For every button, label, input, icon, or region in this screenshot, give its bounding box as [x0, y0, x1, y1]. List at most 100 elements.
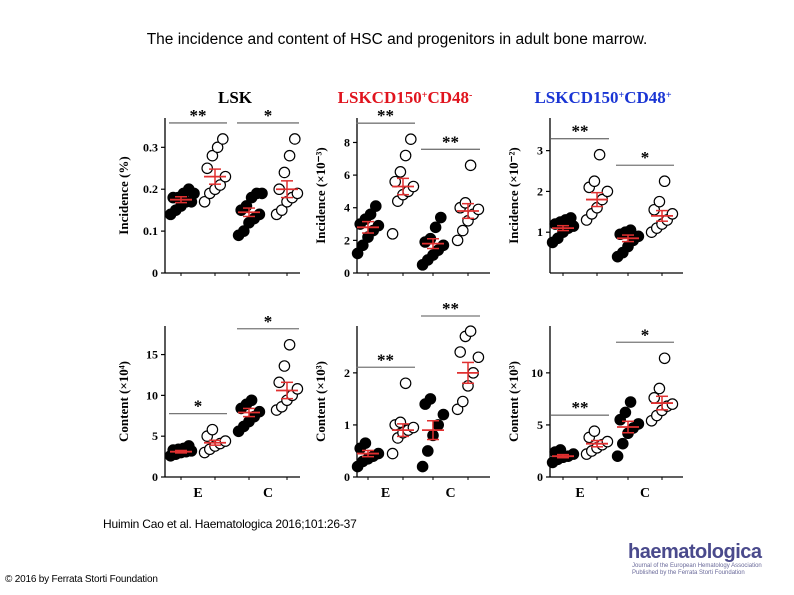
y-tick-label: 3 — [537, 144, 543, 158]
data-point — [666, 208, 679, 220]
data-point — [211, 141, 224, 154]
data-point — [407, 421, 420, 434]
y-axis-label: Content (×10³) — [313, 361, 328, 442]
data-point — [619, 406, 632, 419]
x-category-label: E — [193, 486, 202, 501]
data-point — [188, 187, 200, 200]
y-tick-label: 0 — [537, 470, 543, 484]
data-point — [291, 383, 304, 395]
y-tick-label: 1 — [344, 418, 350, 432]
significance-label: * — [641, 325, 650, 344]
data-point — [456, 224, 469, 237]
data-point — [356, 239, 369, 252]
data-point — [245, 394, 258, 407]
y-axis-label: Incidence (%) — [116, 156, 131, 234]
y-tick-label: 0.3 — [143, 140, 158, 154]
data-point — [201, 162, 213, 175]
significance-label: * — [264, 312, 273, 331]
data-point — [437, 239, 450, 252]
data-point — [616, 437, 629, 450]
y-axis-label: Content (×10⁴) — [116, 361, 131, 442]
x-category-label: E — [575, 486, 584, 501]
data-point — [459, 197, 472, 209]
data-point — [369, 200, 382, 212]
y-tick-label: 8 — [344, 135, 350, 149]
data-point — [359, 437, 372, 449]
data-point — [217, 133, 229, 145]
y-axis-label: Incidence (×10⁻³) — [313, 147, 328, 244]
data-point — [372, 219, 385, 232]
data-point — [253, 208, 266, 221]
y-tick-label: 10 — [146, 388, 158, 402]
y-tick-label: 0 — [344, 266, 350, 280]
y-tick-label: 1 — [537, 225, 543, 239]
data-point — [648, 392, 660, 404]
data-point — [588, 425, 601, 437]
data-point — [183, 440, 195, 452]
data-point — [219, 435, 232, 447]
data-point — [278, 360, 291, 372]
data-point — [416, 460, 429, 473]
data-point — [399, 149, 412, 162]
y-tick-label: 5 — [537, 418, 543, 432]
column-title-lsk: LSK — [218, 88, 253, 107]
data-point — [394, 166, 407, 178]
data-point — [451, 403, 464, 416]
significance-label: ** — [572, 122, 589, 141]
data-point — [198, 195, 211, 208]
column-title-slam-neg: LSKCD150+CD48- — [338, 88, 473, 107]
data-point — [611, 450, 624, 462]
data-point — [399, 377, 412, 390]
data-point — [451, 234, 464, 247]
data-point — [658, 352, 671, 365]
data-point — [588, 175, 601, 188]
citation: Huimin Cao et al. Haematologica 2016;101… — [103, 517, 357, 531]
y-axis-label: Incidence (×10⁻²) — [506, 147, 521, 244]
data-point — [624, 396, 637, 408]
data-point — [275, 204, 288, 216]
copyright: © 2016 by Ferrata Storti Foundation — [5, 574, 158, 585]
data-point — [386, 228, 399, 240]
y-tick-label: 2 — [344, 366, 350, 380]
y-axis-label: Content (×10³) — [506, 361, 521, 442]
y-tick-label: 6 — [344, 168, 350, 182]
x-category-label: C — [640, 486, 650, 501]
y-tick-label: 2 — [537, 184, 543, 198]
significance-label: ** — [442, 299, 459, 318]
data-point — [653, 382, 666, 395]
data-point — [437, 408, 450, 421]
data-point — [464, 325, 477, 338]
y-tick-label: 5 — [152, 429, 158, 443]
significance-label: * — [194, 397, 203, 416]
slide-title: The incidence and content of HSC and pro… — [146, 31, 648, 48]
y-tick-label: 10 — [531, 366, 543, 380]
significance-label: ** — [377, 350, 394, 369]
data-point — [554, 444, 567, 456]
data-point — [653, 195, 666, 208]
data-point — [214, 179, 226, 191]
data-point — [283, 338, 296, 351]
data-point — [564, 212, 577, 224]
data-point — [404, 133, 417, 146]
data-point — [394, 416, 407, 429]
significance-label: * — [641, 148, 650, 167]
significance-label: ** — [190, 106, 207, 125]
data-point — [364, 208, 377, 221]
x-category-label: C — [445, 486, 455, 501]
data-point — [429, 221, 442, 234]
data-point — [472, 203, 485, 216]
data-point — [288, 133, 301, 145]
data-point — [567, 448, 580, 460]
data-point — [434, 211, 447, 224]
y-tick-label: 0 — [344, 470, 350, 484]
data-point — [278, 166, 291, 179]
data-point — [351, 247, 364, 260]
journal-tagline: Journal of the European Hematology Assoc… — [632, 563, 762, 576]
data-point — [206, 423, 219, 436]
x-category-label: C — [263, 486, 273, 501]
y-tick-label: 2 — [344, 233, 350, 247]
y-tick-label: 0 — [152, 470, 158, 484]
data-point — [601, 435, 614, 448]
data-point — [238, 225, 250, 237]
